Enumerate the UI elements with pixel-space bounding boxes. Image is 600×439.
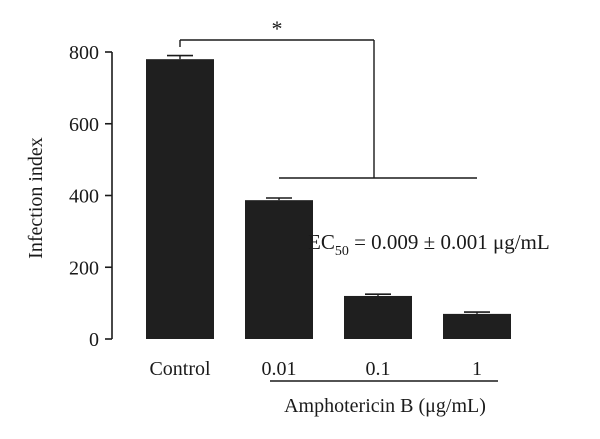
y-ticks-layer: 0 200 400 600 800 bbox=[69, 42, 112, 351]
group-label: Amphotericin B (μg/mL) bbox=[284, 395, 486, 417]
bar-0-1 bbox=[344, 295, 412, 339]
ec50-subscript: 50 bbox=[335, 244, 349, 259]
x-tick-label: Control bbox=[149, 358, 211, 380]
y-tick-label: 400 bbox=[69, 186, 99, 208]
error-bars-layer bbox=[167, 54, 490, 314]
ec50-value: = 0.009 ± 0.001 μg/mL bbox=[349, 230, 550, 254]
x-tick-label: 1 bbox=[472, 358, 482, 380]
y-tick-label: 600 bbox=[69, 114, 99, 136]
bar-1 bbox=[443, 313, 511, 339]
y-tick-label: 800 bbox=[69, 42, 99, 64]
ec50-prefix: EC bbox=[308, 230, 335, 254]
y-tick-label: 200 bbox=[69, 257, 99, 279]
y-tick-label: 0 bbox=[89, 329, 99, 351]
significance-asterisk: * bbox=[272, 16, 283, 41]
x-tick-label: 0.01 bbox=[262, 358, 297, 380]
bar-0-01 bbox=[245, 200, 313, 339]
y-axis-label: Infection index bbox=[25, 137, 47, 259]
bars-layer bbox=[146, 59, 511, 340]
x-tick-label: 0.1 bbox=[366, 358, 391, 380]
x-labels-layer: Control 0.01 0.1 1 bbox=[149, 358, 482, 380]
significance-bracket: * bbox=[179, 16, 477, 179]
bar-control bbox=[146, 59, 214, 340]
ec50-annotation: EC50 = 0.009 ± 0.001 μg/mL bbox=[308, 230, 550, 259]
